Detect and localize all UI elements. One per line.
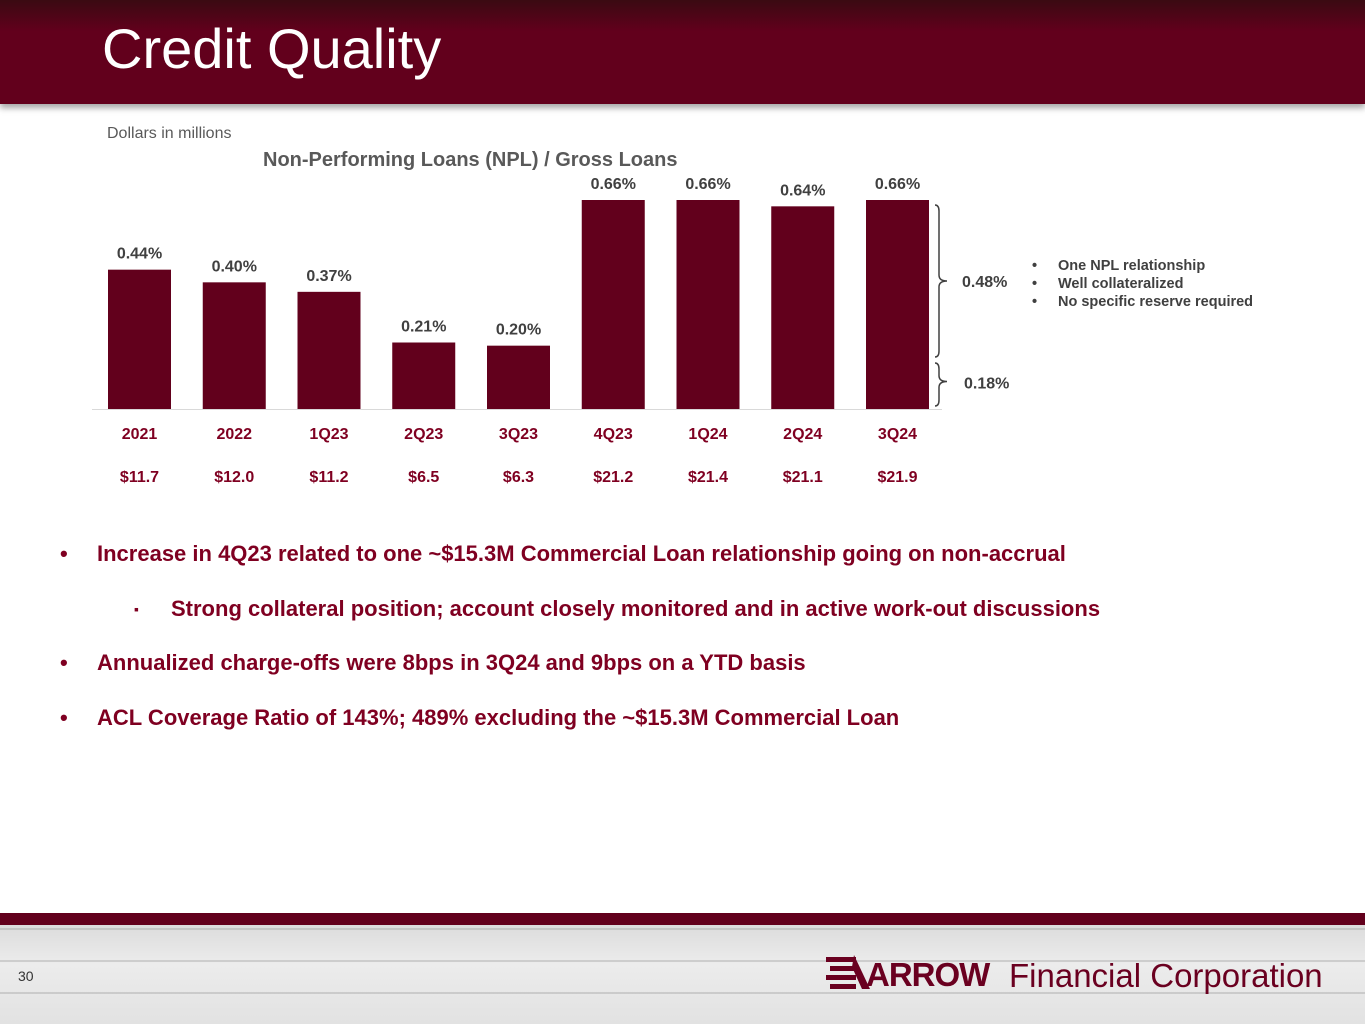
bar: [487, 345, 550, 409]
bar-value-label: 0.44%: [117, 246, 162, 263]
key-point-text: ACL Coverage Ratio of 143%; 489% excludi…: [97, 704, 900, 730]
x-tick-label: 1Q24: [688, 426, 727, 443]
x-tick-label: 2022: [216, 426, 252, 443]
key-point-text: Annualized charge-offs were 8bps in 3Q24…: [97, 650, 806, 675]
breakdown-note: No specific reserve required: [1032, 293, 1253, 311]
npl-bar-chart: 0.44% 2021 $11.7 0.40% 2022 $12.0 0.37% 1Q23 $11…: [92, 176, 1009, 486]
footer-band: [0, 913, 1365, 925]
key-point-text: Strong collateral position; account clos…: [171, 595, 1101, 621]
bar: [581, 200, 645, 409]
header-banner: Credit Quality: [0, 0, 1365, 104]
bullet-marker: •: [60, 704, 68, 730]
bar-value-label: 0.66%: [875, 176, 920, 193]
bar: [202, 282, 266, 409]
npl-amount-label: $21.1: [783, 469, 823, 486]
key-point-text: Increase in 4Q23 related to one ~$15.3M …: [97, 541, 1066, 566]
bar-value-label: 0.64%: [780, 182, 825, 199]
logo-subtitle: Financial Corporation: [1009, 957, 1323, 994]
x-tick-label: 2Q23: [404, 426, 443, 443]
bracket-upper: [934, 204, 948, 358]
x-tick-label: 2Q24: [783, 426, 822, 443]
bracket-lower: [934, 362, 948, 407]
bar: [108, 269, 171, 409]
npl-amount-label: $21.9: [877, 469, 917, 486]
npl-amount-label: $11.7: [120, 469, 159, 486]
page-number: 30: [18, 968, 34, 984]
npl-amount-label: $21.4: [688, 469, 728, 486]
bar: [676, 200, 740, 409]
x-tick-label: 4Q23: [594, 426, 633, 443]
breakdown-note: One NPL relationship: [1032, 257, 1253, 275]
npl-amount-label: $12.0: [214, 469, 254, 486]
x-tick-label: 1Q23: [309, 426, 348, 443]
npl-amount-label: $21.2: [593, 469, 633, 486]
breakdown-label-lower: 0.18%: [964, 376, 1009, 393]
arrow-logo-icon: [826, 955, 870, 989]
x-tick-label: 2021: [122, 426, 158, 443]
npl-amount-label: $6.5: [408, 469, 439, 486]
bar-value-label: 0.40%: [212, 258, 257, 275]
page-title: Credit Quality: [102, 17, 442, 80]
units-note: Dollars in millions: [107, 125, 232, 142]
bar-value-label: 0.66%: [591, 176, 636, 193]
bar: [392, 342, 456, 409]
footer-brick-background: [0, 925, 1365, 1024]
breakdown-label-upper: 0.48%: [962, 274, 1007, 291]
bullet-marker: ▪: [134, 600, 139, 617]
logo-wordmark: ARROW: [866, 956, 990, 993]
bar: [771, 206, 835, 409]
npl-amount-label: $11.2: [309, 469, 348, 486]
x-tick-label: 3Q24: [878, 426, 917, 443]
x-tick-label: 3Q23: [499, 426, 538, 443]
bullet-marker: •: [60, 541, 68, 566]
bar-value-label: 0.21%: [401, 319, 446, 336]
chart-title: Non-Performing Loans (NPL) / Gross Loans: [263, 149, 678, 171]
bullet-marker: •: [60, 650, 68, 675]
breakdown-notes: One NPL relationship Well collateralized…: [1032, 257, 1253, 311]
bar: [866, 200, 929, 409]
npl-amount-label: $6.3: [503, 469, 534, 486]
breakdown-note: Well collateralized: [1032, 275, 1253, 293]
bar-value-label: 0.66%: [685, 176, 730, 193]
bar-value-label: 0.20%: [496, 322, 541, 339]
bar: [297, 291, 361, 409]
bar-value-label: 0.37%: [306, 268, 351, 285]
